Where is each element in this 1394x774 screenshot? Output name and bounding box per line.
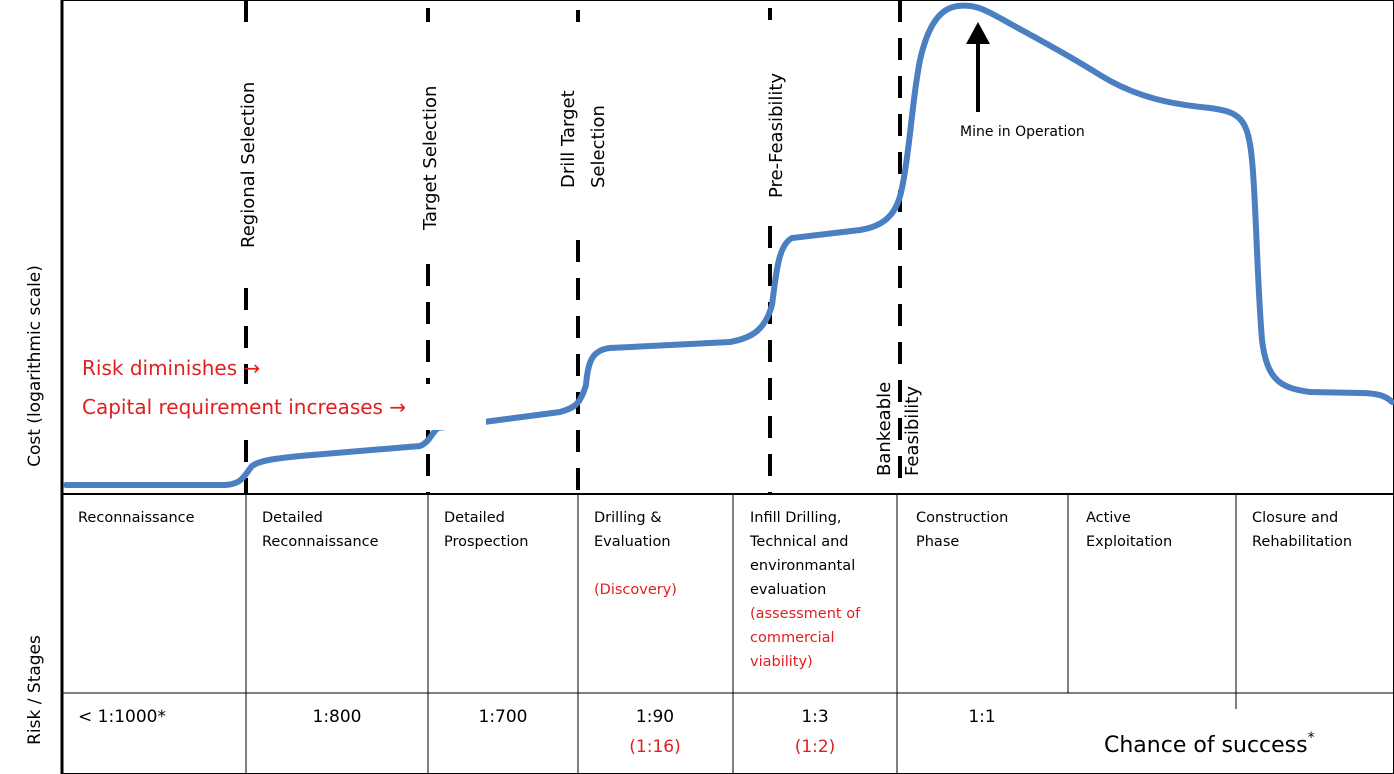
y-axis-label-cost: Cost (logarithmic scale): [25, 265, 45, 467]
stage-note: (assessment of: [750, 606, 861, 622]
gate-label-drill-target-selection-line2: Selection: [588, 105, 609, 188]
stage-label: Drilling &: [594, 510, 662, 526]
ratio-infill-drilling-commercial: (1:2): [795, 737, 836, 757]
stage-cell-drilling-evaluation: Drilling & Evaluation (Discovery): [594, 510, 677, 598]
stage-label: Rehabilitation: [1252, 534, 1352, 550]
stage-label: Closure and: [1252, 510, 1338, 526]
capital-text-background: [80, 384, 486, 430]
stage-cell-detailed-reconnaissance: Detailed Reconnaissance: [262, 510, 379, 550]
stage-label: Active: [1086, 510, 1131, 526]
ratio-reconnaissance: < 1:1000*: [78, 707, 166, 727]
ratio-detailed-reconnaissance: 1:800: [313, 707, 362, 727]
ratio-drilling-evaluation-discovery: (1:16): [629, 737, 680, 757]
gate-label-bankable-feasibility-line2: Feasibility: [902, 386, 923, 476]
chance-of-success-label: Chance of success*: [1104, 730, 1315, 758]
gate-label-pre-feasibility: Pre-Feasibility: [766, 73, 787, 198]
gate-label-regional-selection: Regional Selection: [238, 82, 259, 248]
stage-cell-reconnaissance: Reconnaissance: [78, 510, 195, 526]
stage-label: Reconnaissance: [262, 534, 379, 550]
stage-label: Evaluation: [594, 534, 671, 550]
ratio-detailed-prospection: 1:700: [479, 707, 528, 727]
stage-label: Technical and: [749, 534, 848, 550]
stage-cell-infill-drilling: Infill Drilling, Technical and environma…: [749, 510, 861, 670]
capital-requirement-text: Capital requirement increases →: [82, 395, 406, 419]
ratio-construction-phase: 1:1: [968, 707, 995, 727]
gate-label-target-selection: Target Selection: [420, 86, 441, 231]
gate-label-bankable-feasibility-line1: Bankeable: [874, 382, 895, 476]
stage-label: environmantal: [750, 558, 855, 574]
stage-label: Phase: [916, 534, 959, 550]
stage-note: commercial: [750, 630, 835, 646]
stage-label: Infill Drilling,: [750, 510, 842, 526]
ratio-drilling-evaluation: 1:90: [636, 707, 674, 727]
stage-cell-detailed-prospection: Detailed Prospection: [444, 510, 528, 550]
stage-cell-active-exploitation: Active Exploitation: [1086, 510, 1172, 550]
chance-of-success-text: Chance of success: [1104, 733, 1308, 758]
stage-label: evaluation: [750, 582, 826, 598]
gate-label-drill-target-selection-line1: Drill Target: [558, 90, 579, 188]
stage-label: Detailed: [444, 510, 505, 526]
chance-of-success-footnote-mark: *: [1308, 730, 1315, 746]
stage-table-grid: [62, 494, 1394, 774]
mine-in-operation-label: Mine in Operation: [960, 124, 1085, 140]
stage-label: Detailed: [262, 510, 323, 526]
y-axis-label-risk: Risk / Stages: [25, 635, 45, 745]
stage-label: Exploitation: [1086, 534, 1172, 550]
stage-note-discovery: (Discovery): [594, 582, 677, 598]
mine-in-operation-arrow: [966, 22, 990, 112]
ratio-infill-drilling: 1:3: [801, 707, 828, 727]
stage-label: Construction: [916, 510, 1008, 526]
stage-cell-construction-phase: Construction Phase: [916, 510, 1008, 550]
stage-cell-closure-rehabilitation: Closure and Rehabilitation: [1252, 510, 1352, 550]
cost-curve: [63, 2, 1394, 488]
stage-label: Prospection: [444, 534, 528, 550]
gate-lines: [244, 0, 902, 494]
stage-label: Reconnaissance: [78, 510, 195, 526]
risk-diminishes-text: Risk diminishes →: [82, 356, 260, 380]
stage-note: viability): [750, 654, 813, 670]
